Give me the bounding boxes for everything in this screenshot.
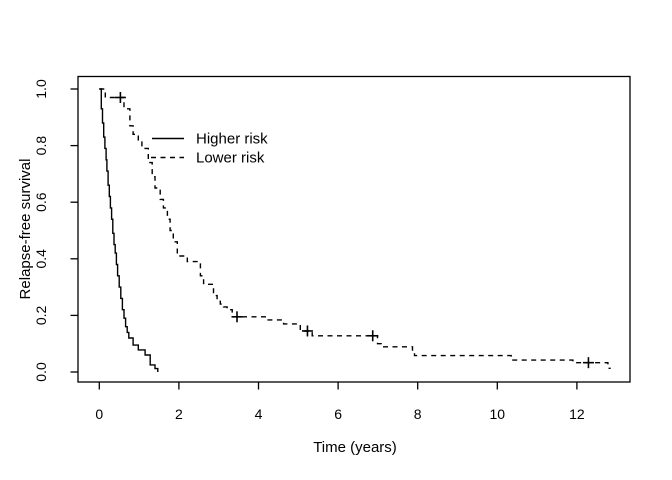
y-tick-label: 1.0	[33, 79, 49, 99]
censor-mark	[582, 357, 594, 369]
higher-risk-curve	[99, 88, 159, 372]
x-axis: 0 2 4 6 8 10 12	[95, 382, 585, 422]
y-axis: 0.0 0.2 0.4 0.6 0.8 1.0	[33, 79, 78, 382]
lower-risk-curve	[99, 88, 611, 369]
legend: Higher risk Lower risk	[151, 131, 268, 167]
legend-label-higher-risk: Higher risk	[196, 131, 268, 148]
x-tick-label: 0	[95, 406, 103, 422]
x-tick-label: 8	[414, 406, 422, 422]
x-tick-label: 10	[490, 406, 506, 422]
censor-mark	[231, 311, 243, 323]
y-tick-label: 0.0	[33, 362, 49, 382]
survival-curves	[99, 88, 611, 372]
x-tick-label: 4	[255, 406, 263, 422]
plot-area-border	[77, 75, 631, 383]
x-tick-label: 12	[569, 406, 585, 422]
x-tick-label: 2	[175, 406, 183, 422]
legend-label-lower-risk: Lower risk	[196, 150, 265, 167]
censor-marks	[114, 91, 594, 369]
censor-mark	[114, 91, 126, 103]
censor-mark	[301, 325, 313, 337]
y-tick-label: 0.2	[33, 305, 49, 325]
y-tick-label: 0.4	[33, 249, 49, 269]
x-tick-label: 6	[334, 406, 342, 422]
censor-mark	[367, 330, 379, 342]
y-axis-title: Relapse-free survival	[17, 159, 34, 300]
x-axis-title: Time (years)	[313, 439, 397, 456]
y-tick-label: 0.6	[33, 192, 49, 212]
y-tick-label: 0.8	[33, 136, 49, 156]
